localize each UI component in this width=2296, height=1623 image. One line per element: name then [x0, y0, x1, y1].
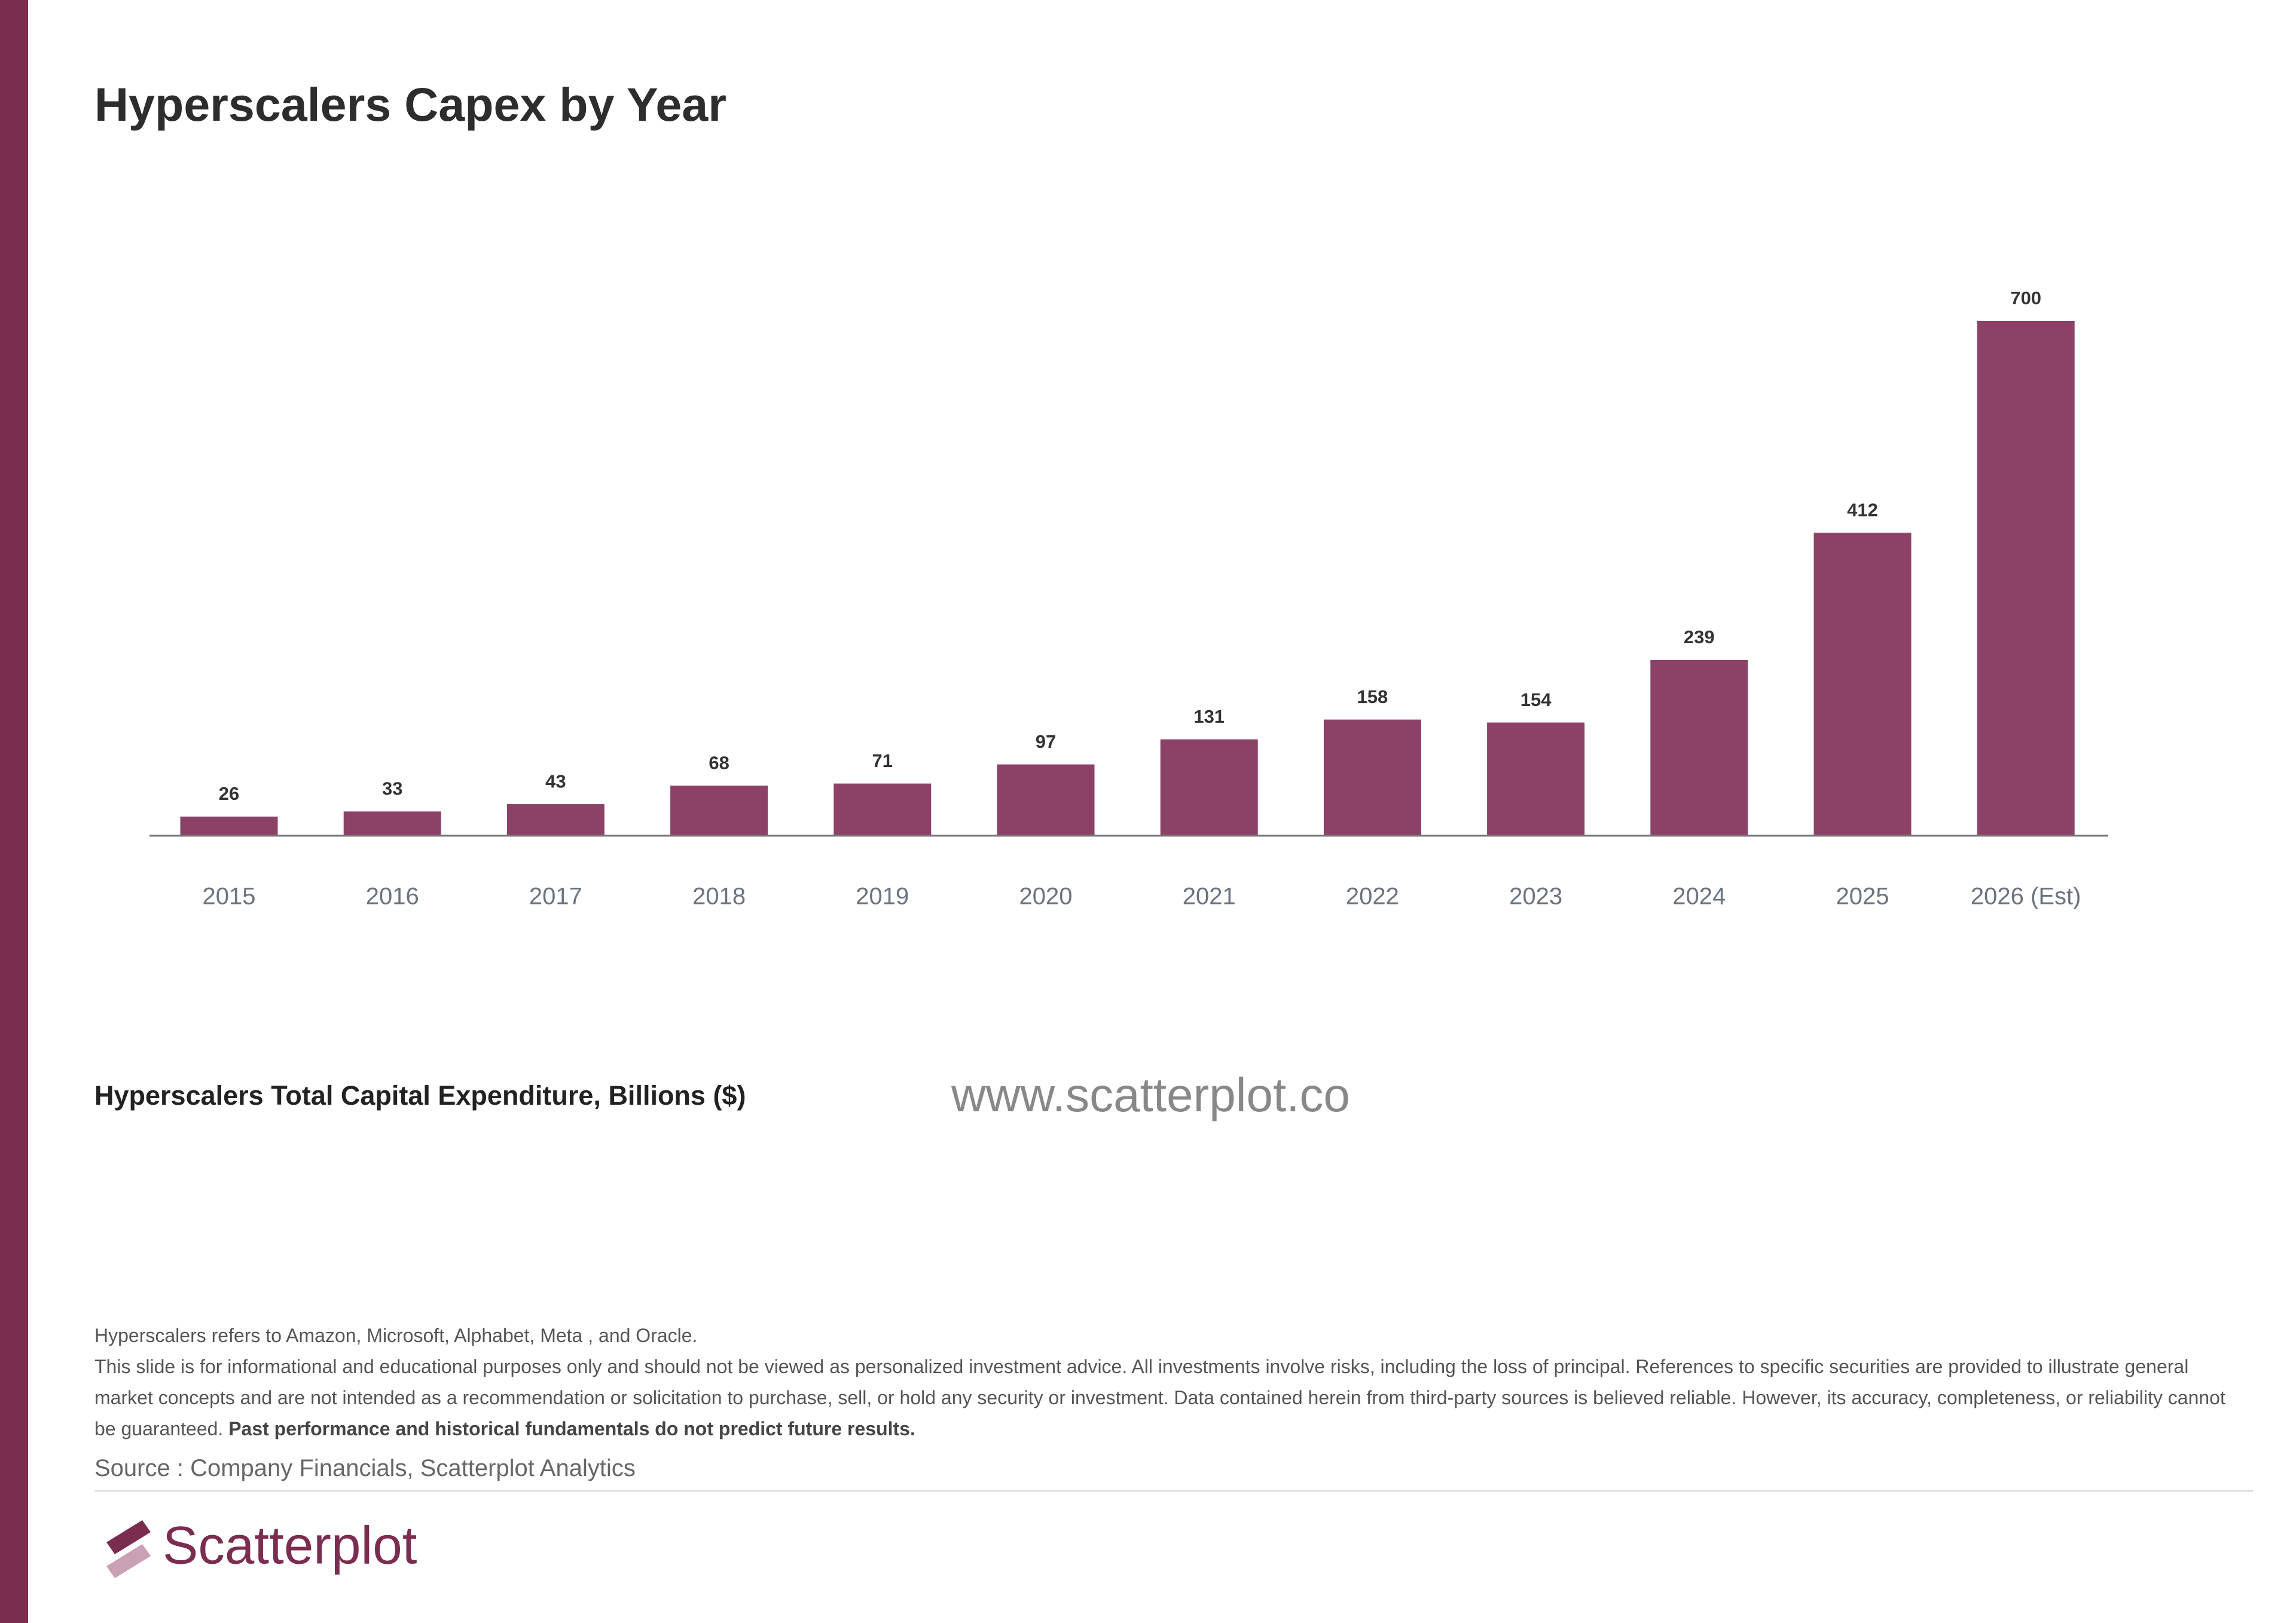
x-tick-label: 2024: [1672, 884, 1726, 910]
value-label: 154: [1521, 689, 1552, 710]
bar: [670, 785, 768, 836]
watermark: www.scatterplot.co: [951, 1068, 1350, 1121]
x-tick-label: 2019: [856, 884, 909, 910]
value-label: 158: [1357, 686, 1388, 707]
bar: [506, 804, 604, 836]
bar: [1650, 660, 1748, 836]
bar: [1160, 739, 1258, 836]
x-tick-label: 2022: [1346, 884, 1399, 910]
value-label: 700: [2010, 288, 2041, 308]
value-label: 97: [1036, 731, 1056, 752]
disclaimer: This slide is for informational and educ…: [94, 1351, 2247, 1444]
bar: [1813, 533, 1912, 836]
bar: [1487, 722, 1585, 836]
value-label: 43: [545, 771, 566, 791]
logo-icon: [106, 1520, 151, 1578]
x-tick-label: 2018: [692, 884, 746, 910]
x-tick-label: 2016: [366, 884, 419, 910]
side-stripe: [0, 0, 28, 1623]
value-label: 26: [219, 783, 239, 804]
value-label: 33: [382, 778, 402, 799]
bar: [343, 811, 441, 836]
x-tick-label: 2025: [1836, 884, 1889, 910]
x-tick-label: 2023: [1509, 884, 1562, 910]
axis-caption: Hyperscalers Total Capital Expenditure, …: [94, 1080, 746, 1111]
value-label: 131: [1193, 706, 1225, 727]
brand: Scatterplot: [163, 1515, 417, 1575]
source: Source : Company Financials, Scatterplot…: [94, 1455, 636, 1481]
bar: [997, 764, 1095, 836]
x-tick-label: 2017: [529, 884, 582, 910]
x-tick-label: 2026 (Est): [1971, 884, 2081, 910]
value-label: 71: [872, 750, 893, 771]
bar: [1323, 719, 1421, 836]
x-tick-label: 2020: [1019, 884, 1073, 910]
notes: Hyperscalers refers to Amazon, Microsoft…: [94, 1320, 2247, 1444]
x-tick-label: 2015: [203, 884, 256, 910]
bar: [1977, 321, 2075, 836]
bar: [833, 783, 932, 836]
warning: Past performance and historical fundamen…: [228, 1418, 915, 1439]
definition: Hyperscalers refers to Amazon, Microsoft…: [94, 1325, 698, 1346]
value-label: 239: [1684, 626, 1715, 647]
x-tick-label: 2021: [1183, 884, 1236, 910]
disclaimer-text: This slide is for informational and educ…: [94, 1356, 2225, 1439]
value-label: 68: [709, 753, 729, 774]
value-label: 412: [1847, 499, 1878, 520]
chart-title: Hyperscalers Capex by Year: [94, 78, 726, 131]
bar: [180, 817, 278, 836]
